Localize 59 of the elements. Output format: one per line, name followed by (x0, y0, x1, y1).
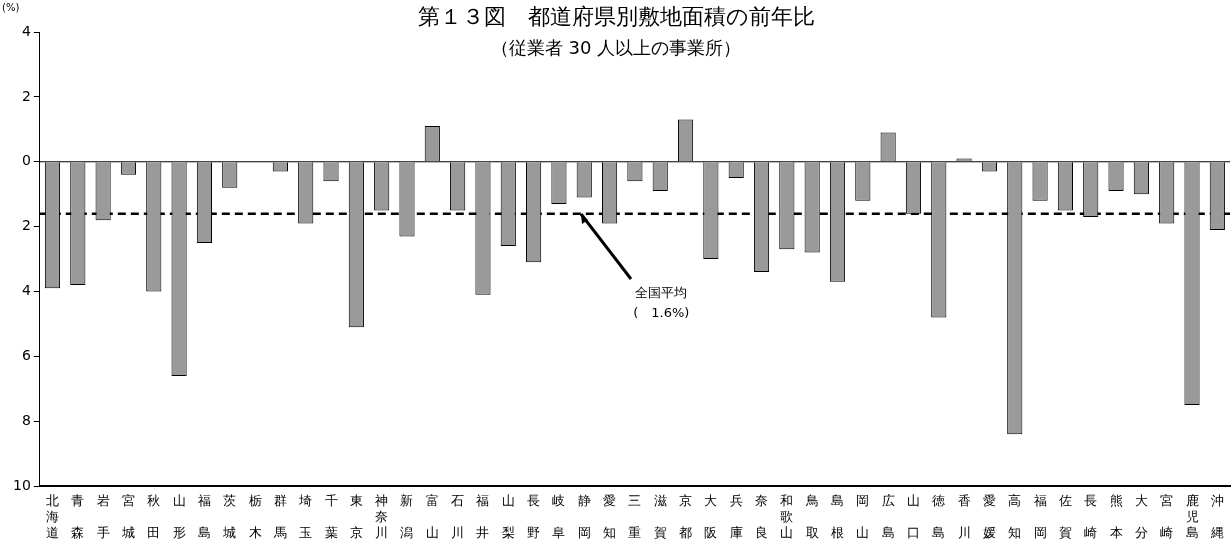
category-label: 佐賀 (1058, 493, 1072, 540)
category-label: 愛媛 (982, 493, 996, 540)
category-label: 石川 (451, 493, 465, 540)
category-label: 宮城 (121, 493, 135, 540)
category-label: 山形 (172, 493, 186, 540)
y-axis-title: (%) (2, 2, 20, 13)
category-label: 栃木 (248, 493, 262, 540)
category-label: 東京 (349, 493, 363, 540)
category-label: 青森 (71, 493, 85, 540)
category-label: 秋田 (147, 493, 161, 540)
category-label: 高知 (1008, 493, 1022, 540)
category-label: 香川 (957, 493, 971, 540)
category-label: 山口 (906, 493, 920, 540)
category-label: 岐阜 (552, 493, 566, 540)
category-label: 奈良 (755, 493, 769, 540)
category-label: 新潟 (400, 493, 414, 540)
y-tick-label: 2 (21, 87, 31, 104)
x-tick-label: 鹿児島 (1185, 493, 1199, 540)
category-label: 千葉 (324, 493, 338, 540)
category-label: 沖縄 (1210, 493, 1224, 540)
category-label: 埼玉 (299, 493, 313, 540)
category-label: 広島 (881, 493, 895, 540)
y-tick-label: 4 (21, 22, 31, 39)
category-label: 福井 (476, 493, 490, 540)
category-label: 山梨 (501, 493, 515, 540)
category-label: 群馬 (273, 493, 287, 540)
category-label: 愛知 (603, 493, 617, 540)
category-label: 滋賀 (653, 493, 667, 540)
category-label: 鳥取 (805, 493, 819, 540)
category-label: 大阪 (704, 493, 718, 540)
category-label: 兵庫 (729, 493, 743, 540)
category-label: 福島 (197, 493, 211, 540)
category-label: 富山 (425, 493, 439, 540)
y-tick-label: 4 (21, 282, 31, 299)
category-label: 徳島 (932, 493, 946, 540)
y-tick-label: 10 (12, 476, 31, 493)
category-label: 三重 (628, 493, 642, 540)
category-label: 京都 (679, 493, 693, 540)
y-tick-label: 6 (21, 347, 31, 364)
y-tick-label: 0 (21, 152, 31, 169)
category-label: 大分 (1134, 493, 1148, 540)
x-tick-label: 和歌山 (780, 493, 794, 540)
category-label: 熊本 (1109, 493, 1123, 540)
category-label: 長崎 (1084, 493, 1098, 540)
category-label: 福岡 (1033, 493, 1047, 540)
chart-title: 第１３図 都道府県別敷地面積の前年比 (417, 4, 815, 29)
chart-subtitle: （従業者 30 人以上の事業所） (490, 37, 742, 58)
x-tick-label: 北海道 (45, 493, 59, 540)
category-label: 宮崎 (1160, 493, 1174, 540)
category-label: 島根 (830, 493, 844, 540)
category-label: 長野 (527, 493, 541, 540)
y-tick-label: 8 (21, 411, 31, 428)
ref-line-label: 全国平均 ( 1.6%) (633, 284, 690, 320)
category-label: 岡山 (856, 493, 870, 540)
x-tick-label: 神奈川 (375, 493, 389, 540)
category-label: 岩手 (96, 493, 110, 540)
category-label: 茨城 (223, 493, 237, 540)
category-label: 静岡 (577, 493, 591, 540)
y-tick-label: 2 (21, 217, 31, 234)
